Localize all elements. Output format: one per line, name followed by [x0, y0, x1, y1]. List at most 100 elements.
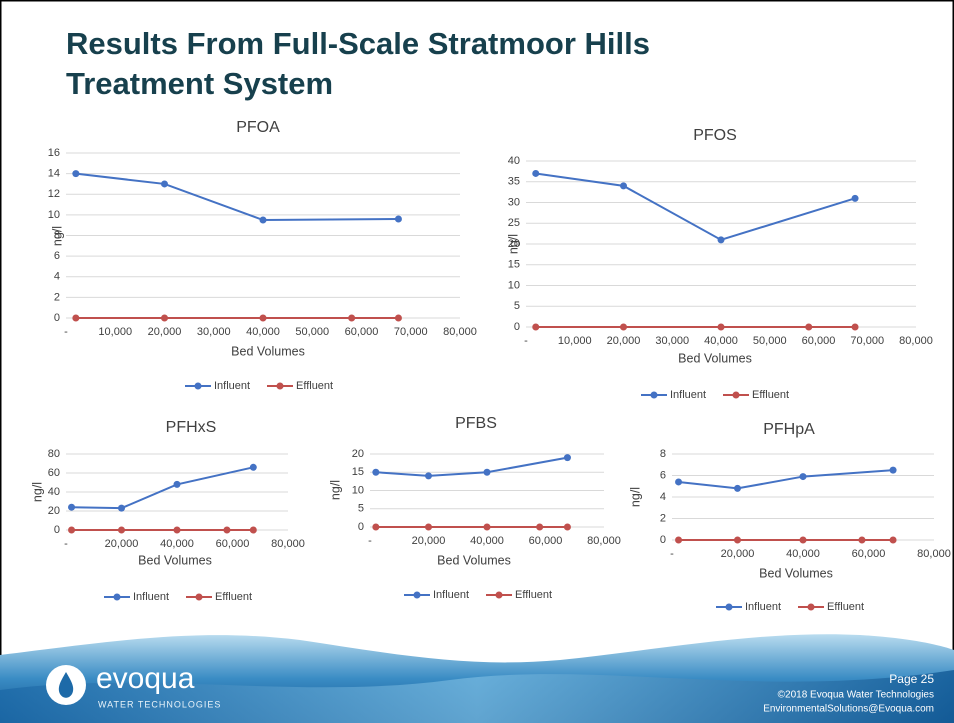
legend-label: Effluent [296, 380, 333, 392]
legend-marker [733, 392, 740, 399]
data-point [484, 524, 491, 531]
data-point [564, 454, 571, 461]
legend-marker [808, 604, 815, 611]
x-tick-label: 80,000 [917, 548, 951, 560]
data-point [250, 464, 257, 471]
legend-label: Influent [214, 380, 250, 392]
data-point [852, 324, 859, 331]
legend-label: Influent [433, 589, 469, 601]
y-axis-title: ng/l [30, 482, 44, 502]
y-tick-label: 2 [660, 512, 666, 524]
y-tick-label: 20 [352, 448, 364, 460]
data-point [484, 469, 491, 476]
x-tick-label: 60,000 [529, 535, 563, 547]
y-tick-label: 8 [660, 448, 666, 460]
y-tick-label: 35 [508, 176, 520, 188]
x-tick-label: 40,000 [786, 548, 820, 560]
data-point [223, 527, 230, 534]
legend-marker [196, 594, 203, 601]
x-tick-label: 60,000 [802, 335, 836, 347]
y-tick-label: 0 [54, 524, 60, 536]
data-point [620, 324, 627, 331]
chart-title: PFBS [455, 415, 497, 432]
y-tick-label: 20 [48, 505, 60, 517]
data-point [734, 485, 741, 492]
x-tick-label: 40,000 [160, 538, 194, 550]
x-tick-label: 70,000 [394, 326, 428, 338]
x-tick-label: 50,000 [295, 326, 329, 338]
y-axis-title: ng/l [628, 487, 642, 507]
legend-marker [114, 594, 121, 601]
y-tick-label: 40 [508, 155, 520, 167]
logo-subtext: WATER TECHNOLOGIES [98, 699, 221, 709]
x-tick-label: 80,000 [587, 535, 621, 547]
x-tick-label: 80,000 [899, 335, 933, 347]
data-point [858, 537, 865, 544]
y-tick-label: 12 [48, 188, 60, 200]
x-axis-title: Bed Volumes [437, 553, 511, 567]
y-tick-label: 15 [508, 259, 520, 271]
legend-marker [726, 604, 733, 611]
x-axis-title: Bed Volumes [759, 566, 833, 580]
slide-frame [0, 0, 954, 723]
y-tick-label: 80 [48, 448, 60, 460]
data-point [800, 537, 807, 544]
data-point [372, 469, 379, 476]
data-point [425, 524, 432, 531]
legend-marker [195, 383, 202, 390]
x-tick-label: 50,000 [753, 335, 787, 347]
data-point [72, 170, 79, 177]
x-tick-label: - [670, 548, 674, 560]
y-tick-label: 6 [660, 469, 666, 481]
x-tick-label: 70,000 [850, 335, 884, 347]
data-point [161, 315, 168, 322]
legend-label: Influent [670, 389, 706, 401]
y-axis-title: ng/l [50, 226, 64, 246]
data-point [174, 481, 181, 488]
x-tick-label: 60,000 [216, 538, 250, 550]
y-tick-label: 10 [508, 279, 520, 291]
legend-label: Influent [133, 591, 169, 603]
data-point [718, 324, 725, 331]
x-tick-label: 20,000 [721, 548, 755, 560]
y-tick-label: 4 [660, 491, 666, 503]
data-point [174, 527, 181, 534]
chart-title: PFOS [693, 127, 737, 144]
data-point [536, 524, 543, 531]
data-point [734, 537, 741, 544]
data-point [425, 472, 432, 479]
data-point [118, 527, 125, 534]
x-tick-label: 20,000 [607, 335, 641, 347]
data-point [372, 524, 379, 531]
data-point [68, 504, 75, 511]
x-tick-label: 30,000 [655, 335, 689, 347]
data-point [800, 473, 807, 480]
page: Results From Full-Scale Stratmoor HillsT… [0, 0, 954, 723]
x-tick-label: 40,000 [704, 335, 738, 347]
y-tick-label: 0 [660, 534, 666, 546]
x-axis-title: Bed Volumes [138, 553, 212, 567]
x-tick-label: 20,000 [105, 538, 139, 550]
copyright: ©2018 Evoqua Water Technologies [778, 690, 934, 701]
legend-marker [277, 383, 284, 390]
data-point [805, 324, 812, 331]
data-point [68, 527, 75, 534]
data-point [260, 217, 267, 224]
data-point [532, 324, 539, 331]
y-tick-label: 16 [48, 147, 60, 159]
y-tick-label: 2 [54, 291, 60, 303]
y-tick-label: 40 [48, 486, 60, 498]
x-axis-title: Bed Volumes [678, 351, 752, 365]
data-point [852, 195, 859, 202]
y-tick-label: 6 [54, 250, 60, 262]
y-tick-label: 30 [508, 196, 520, 208]
data-point [718, 236, 725, 243]
data-point [395, 216, 402, 223]
legend-marker [651, 392, 658, 399]
y-tick-label: 0 [358, 521, 364, 533]
chart-title: PFOA [236, 119, 280, 136]
y-tick-label: 4 [54, 271, 60, 283]
legend-label: Influent [745, 601, 781, 613]
x-tick-label: 80,000 [271, 538, 305, 550]
legend-label: Effluent [827, 601, 864, 613]
